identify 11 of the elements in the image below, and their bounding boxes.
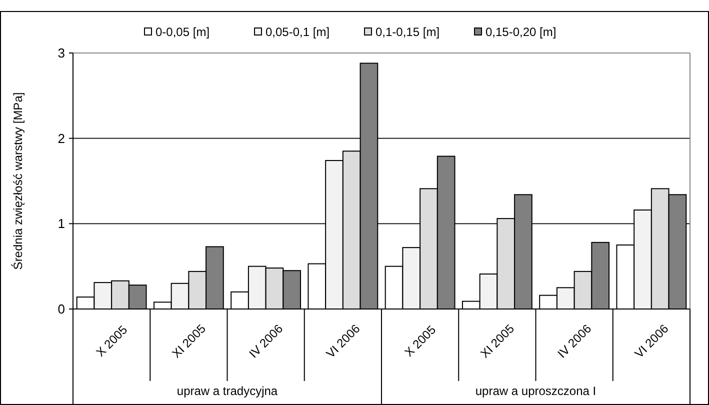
legend-label: 0,1-0,15 [m] — [376, 25, 440, 40]
text: upraw a uproszczona I — [475, 384, 596, 398]
y-axis-title: Średnia zwięzłość warstwy [MPa] — [11, 92, 25, 270]
y-tick-label: 3 — [58, 46, 65, 61]
legend-label: 0,15-0,20 [m] — [486, 25, 556, 40]
y-tick-label: 0 — [58, 302, 65, 317]
legend-label: 0,05-0,1 [m] — [266, 25, 330, 40]
y-tick-label: 1 — [58, 216, 65, 232]
text: upraw a tradycyjna — [176, 384, 278, 398]
legend-label: 0-0,05 [m] — [156, 25, 210, 40]
y-tick-label: 2 — [58, 130, 65, 146]
